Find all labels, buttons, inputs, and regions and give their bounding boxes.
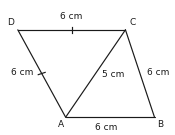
- Text: 6 cm: 6 cm: [96, 123, 118, 132]
- Text: B: B: [157, 120, 163, 129]
- Text: D: D: [7, 18, 13, 27]
- Text: 5 cm: 5 cm: [102, 70, 125, 79]
- Text: A: A: [58, 120, 64, 129]
- Text: 6 cm: 6 cm: [147, 68, 169, 77]
- Text: 6 cm: 6 cm: [11, 68, 33, 77]
- Text: 6 cm: 6 cm: [60, 12, 83, 21]
- Text: C: C: [130, 18, 136, 27]
